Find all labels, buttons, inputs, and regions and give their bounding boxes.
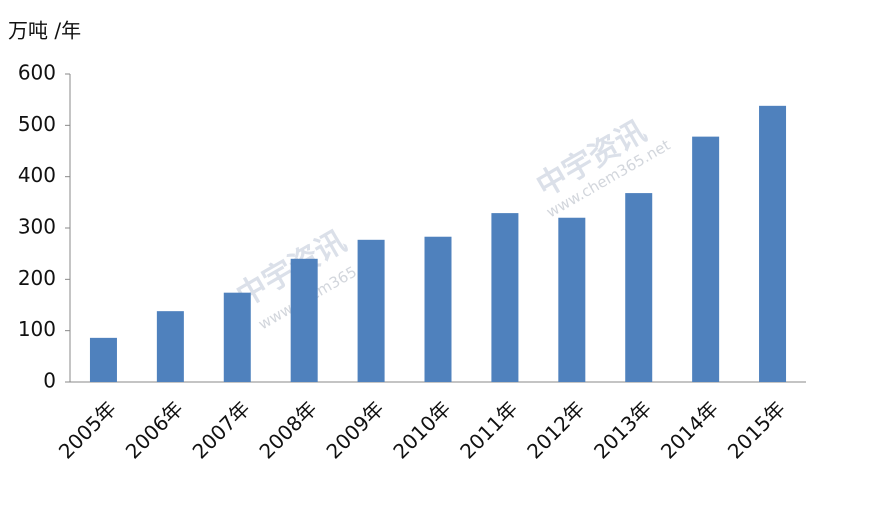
x-tick-label: 2011年 bbox=[455, 396, 522, 463]
bar bbox=[692, 136, 720, 382]
bar bbox=[223, 292, 251, 382]
y-tick-label: 100 bbox=[18, 317, 56, 341]
x-tick-label: 2010年 bbox=[388, 396, 455, 463]
y-tick-label: 0 bbox=[43, 369, 56, 393]
x-tick-label: 2014年 bbox=[656, 396, 723, 463]
y-tick-label: 600 bbox=[18, 61, 56, 85]
y-tick-label: 300 bbox=[18, 215, 56, 239]
x-tick-label: 2007年 bbox=[188, 396, 255, 463]
y-axis-label: 万吨 /年 bbox=[8, 19, 81, 43]
bar bbox=[625, 193, 653, 382]
x-tick-label: 2009年 bbox=[321, 396, 388, 463]
bar bbox=[759, 105, 787, 383]
bar bbox=[357, 239, 385, 382]
x-tick-label: 2012年 bbox=[522, 396, 589, 463]
y-tick-label: 500 bbox=[18, 112, 56, 136]
x-tick-label: 2015年 bbox=[723, 396, 790, 463]
y-tick-label: 400 bbox=[18, 163, 56, 187]
bar bbox=[290, 258, 318, 382]
bar bbox=[424, 236, 452, 382]
x-tick-label: 2006年 bbox=[121, 396, 188, 463]
x-tick-label: 2008年 bbox=[254, 396, 321, 463]
x-tick-label: 2005年 bbox=[54, 396, 121, 463]
x-tick-label: 2013年 bbox=[589, 396, 656, 463]
bar bbox=[558, 217, 586, 382]
bar bbox=[156, 311, 184, 382]
y-tick-label: 200 bbox=[18, 266, 56, 290]
bar bbox=[491, 213, 519, 382]
bar bbox=[89, 337, 117, 382]
